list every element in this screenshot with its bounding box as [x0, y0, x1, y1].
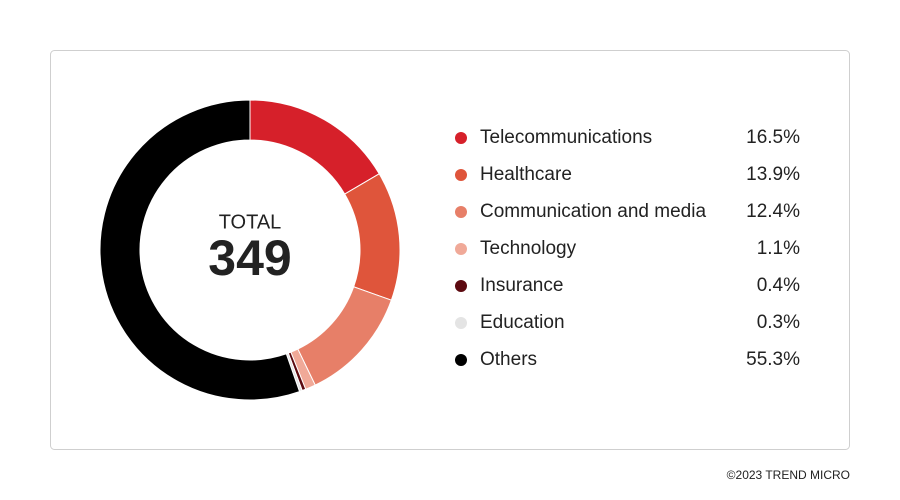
legend-label: Education	[480, 312, 565, 333]
center-total: 349	[208, 230, 291, 286]
legend-swatch	[455, 317, 467, 329]
legend-label: Communication and media	[480, 201, 706, 222]
legend-swatch	[455, 354, 467, 366]
value-label: 0.4%	[757, 275, 800, 296]
slice	[99, 99, 301, 401]
legend-label: Technology	[480, 238, 577, 259]
legend-swatch	[455, 280, 467, 292]
legend-swatch	[455, 132, 467, 144]
value-label: 55.3%	[746, 349, 800, 370]
center-label: TOTAL	[219, 211, 282, 233]
legend-swatch	[455, 206, 467, 218]
value-label: 12.4%	[746, 201, 800, 222]
legend-label: Healthcare	[480, 164, 572, 185]
card	[50, 50, 850, 450]
legend-swatch	[455, 169, 467, 181]
legend-label: Insurance	[480, 275, 563, 296]
value-label: 1.1%	[757, 238, 800, 259]
value-label: 0.3%	[757, 312, 800, 333]
legend-swatch	[455, 243, 467, 255]
legend-label: Telecommunications	[480, 127, 652, 148]
value-label: 13.9%	[746, 164, 800, 185]
legend-label: Others	[480, 349, 537, 370]
value-label: 16.5%	[746, 127, 800, 148]
footer: ©2023 TREND MICRO	[727, 468, 850, 482]
